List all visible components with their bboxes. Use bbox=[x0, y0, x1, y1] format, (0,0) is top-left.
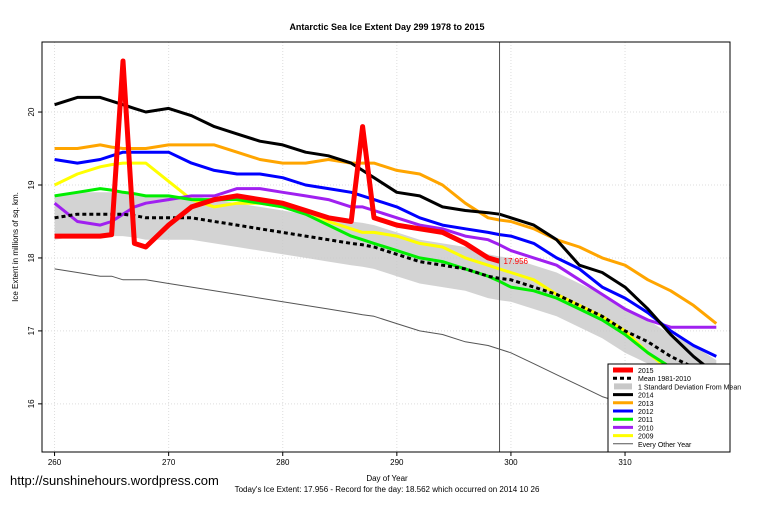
legend-label: Mean 1981-2010 bbox=[638, 376, 691, 383]
series-line bbox=[54, 187, 718, 405]
annotation: 17.956 bbox=[504, 257, 529, 266]
legend-label: 1 Standard Deviation From Mean bbox=[638, 384, 741, 391]
legend-label: Every Other Year bbox=[638, 442, 692, 449]
watermark: http://sunshinehours.wordpress.com bbox=[10, 473, 219, 488]
legend-swatch bbox=[614, 383, 632, 390]
legend-label: 2011 bbox=[638, 417, 653, 424]
y-tick-label: 16 bbox=[27, 399, 36, 408]
x-axis-label: Day of Year bbox=[366, 474, 408, 483]
legend-label: 2014 bbox=[638, 393, 654, 400]
series-line bbox=[54, 212, 718, 384]
x-tick-label: 280 bbox=[276, 458, 290, 467]
chart-title: Antarctic Sea Ice Extent Day 299 1978 to… bbox=[289, 22, 484, 32]
y-tick-label: 19 bbox=[27, 180, 36, 189]
legend-label: 2012 bbox=[638, 409, 654, 416]
footer: Today's Ice Extent: 17.956 - Record for … bbox=[235, 485, 540, 494]
series-line bbox=[53, 187, 717, 329]
x-tick-label: 290 bbox=[390, 458, 404, 467]
series-line bbox=[54, 268, 717, 423]
series-line bbox=[54, 150, 717, 358]
x-tick-label: 260 bbox=[48, 458, 62, 467]
x-tick-label: 300 bbox=[504, 458, 518, 467]
y-tick-label: 20 bbox=[27, 107, 36, 116]
y-tick-label: 17 bbox=[27, 326, 36, 335]
legend-label: 2013 bbox=[638, 401, 654, 408]
legend-label: 2015 bbox=[638, 368, 654, 375]
x-tick-label: 310 bbox=[618, 458, 632, 467]
x-tick-label: 270 bbox=[162, 458, 176, 467]
y-axis-label: Ice Extent in millions of sq. km. bbox=[11, 192, 20, 302]
legend-label: 2010 bbox=[638, 425, 654, 432]
y-tick-label: 18 bbox=[27, 253, 36, 262]
series-line bbox=[54, 58, 501, 264]
plot-frame bbox=[41, 41, 731, 453]
legend-label: 2009 bbox=[638, 434, 654, 441]
